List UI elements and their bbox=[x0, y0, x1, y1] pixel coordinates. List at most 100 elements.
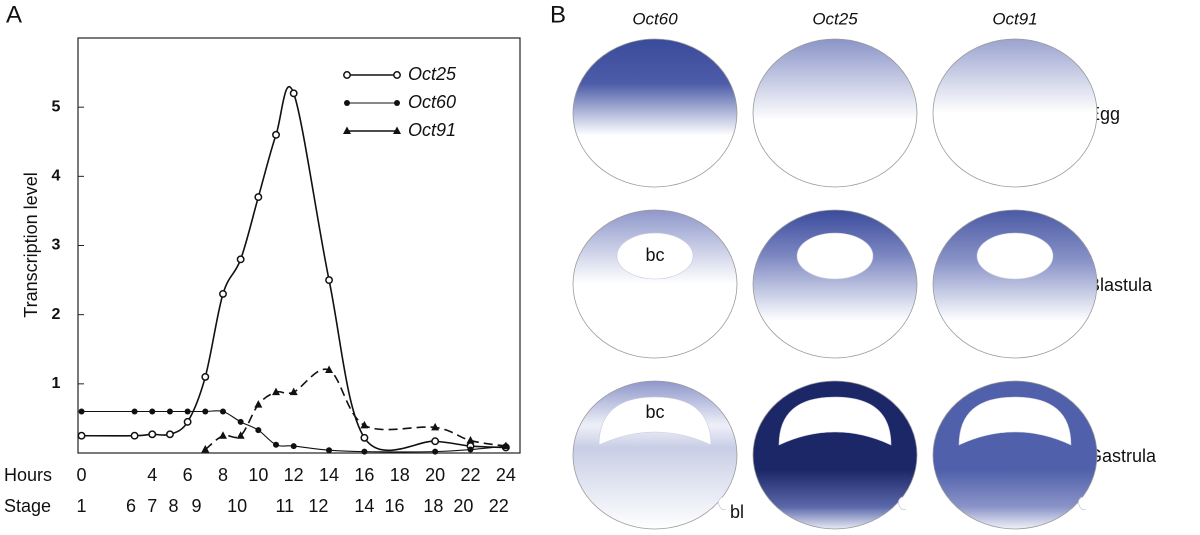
column-header: Oct91 bbox=[992, 9, 1037, 28]
legend-label: Oct60 bbox=[408, 92, 456, 112]
blastocoel bbox=[778, 396, 892, 446]
stage-tick-label: 9 bbox=[191, 496, 201, 516]
series-line bbox=[81, 410, 506, 453]
embryo bbox=[932, 38, 1098, 188]
stage-tick-label: 12 bbox=[308, 496, 328, 516]
x-tick-label: 10 bbox=[248, 465, 268, 485]
data-point bbox=[467, 446, 474, 453]
stage-tick-label: 7 bbox=[147, 496, 157, 516]
data-point bbox=[183, 417, 192, 426]
panel-label: B bbox=[550, 1, 566, 28]
data-point bbox=[501, 441, 510, 450]
data-point bbox=[272, 130, 280, 139]
legend-marker bbox=[394, 100, 400, 106]
stage-axis-label: Stage bbox=[4, 496, 51, 516]
legend-marker bbox=[393, 71, 401, 79]
y-tick-label: 3 bbox=[52, 237, 61, 254]
data-point bbox=[166, 408, 173, 415]
legend-marker bbox=[343, 71, 351, 79]
data-point bbox=[184, 408, 191, 415]
series-line bbox=[204, 368, 506, 451]
stage-tick-label: 18 bbox=[423, 496, 443, 516]
y-tick-label: 1 bbox=[52, 375, 61, 392]
column-header: Oct60 bbox=[632, 9, 678, 28]
annotation: bc bbox=[645, 245, 664, 265]
data-point bbox=[272, 387, 281, 396]
blastocoel bbox=[616, 232, 694, 280]
data-point bbox=[289, 387, 298, 396]
column-header: Oct25 bbox=[812, 9, 858, 28]
row-label: Blastula bbox=[1088, 275, 1153, 295]
panel-label: A bbox=[6, 1, 22, 28]
data-point bbox=[361, 448, 368, 455]
data-point bbox=[201, 372, 210, 381]
x-tick-label: 14 bbox=[319, 465, 339, 485]
x-tick-label: 16 bbox=[354, 465, 374, 485]
data-point bbox=[360, 420, 369, 429]
data-point bbox=[236, 431, 245, 439]
x-tick-label: 8 bbox=[218, 465, 228, 485]
legend-marker bbox=[344, 100, 350, 106]
data-point bbox=[237, 418, 244, 425]
data-point bbox=[325, 365, 334, 373]
data-point bbox=[78, 408, 85, 415]
x-tick-label: 0 bbox=[77, 465, 87, 485]
embryo bbox=[572, 38, 738, 188]
legend-marker bbox=[393, 126, 401, 134]
embryo bbox=[572, 209, 738, 359]
blastocoel bbox=[976, 232, 1054, 280]
y-tick-label: 4 bbox=[52, 168, 61, 185]
stage-tick-label: 6 bbox=[126, 496, 136, 516]
data-point bbox=[254, 400, 263, 408]
x-tick-label: 20 bbox=[425, 465, 445, 485]
stage-tick-label: 1 bbox=[77, 496, 87, 516]
data-point bbox=[131, 408, 138, 415]
data-point bbox=[325, 276, 334, 285]
data-point bbox=[360, 433, 369, 442]
y-tick-label: 2 bbox=[52, 306, 61, 323]
data-point bbox=[219, 408, 226, 415]
x-tick-label: 18 bbox=[390, 465, 410, 485]
x-tick-label: 6 bbox=[183, 465, 193, 485]
y-tick-label: 5 bbox=[52, 98, 61, 115]
data-point bbox=[201, 445, 210, 453]
blastopore bbox=[718, 496, 727, 511]
data-point bbox=[289, 89, 298, 98]
annotation: bc bbox=[645, 402, 664, 422]
stage-tick-label: 11 bbox=[276, 496, 295, 516]
stage-tick-label: 10 bbox=[227, 496, 247, 516]
x-tick-label: 12 bbox=[284, 465, 304, 485]
row-label: Gastrula bbox=[1088, 446, 1157, 466]
stage-tick-label: 16 bbox=[384, 496, 404, 516]
data-point bbox=[148, 430, 157, 439]
legend-marker bbox=[343, 126, 351, 134]
data-point bbox=[130, 431, 139, 440]
data-point bbox=[326, 447, 333, 454]
blastocoel bbox=[958, 396, 1072, 446]
data-point bbox=[273, 441, 280, 448]
data-point bbox=[218, 431, 227, 439]
x-tick-label: 4 bbox=[147, 465, 157, 485]
data-point bbox=[236, 255, 245, 264]
embryo bbox=[752, 209, 918, 359]
data-point bbox=[255, 427, 262, 434]
stage-tick-label: 20 bbox=[453, 496, 473, 516]
data-point bbox=[219, 289, 227, 298]
data-point bbox=[202, 408, 209, 415]
embryo bbox=[932, 209, 1098, 359]
data-point bbox=[431, 422, 440, 431]
legend-label: Oct91 bbox=[408, 120, 456, 140]
blastocoel bbox=[598, 396, 712, 446]
x-tick-label: 22 bbox=[460, 465, 480, 485]
data-point bbox=[149, 408, 156, 415]
blastocoel bbox=[796, 232, 874, 280]
data-point bbox=[77, 431, 86, 440]
blastopore bbox=[1078, 496, 1087, 511]
data-point bbox=[431, 437, 440, 446]
series-line bbox=[81, 85, 506, 452]
stage-tick-label: 22 bbox=[489, 496, 509, 516]
data-point bbox=[432, 448, 439, 455]
blastopore bbox=[898, 496, 907, 511]
legend: Oct25 Oct60 Oct91 bbox=[343, 64, 457, 140]
